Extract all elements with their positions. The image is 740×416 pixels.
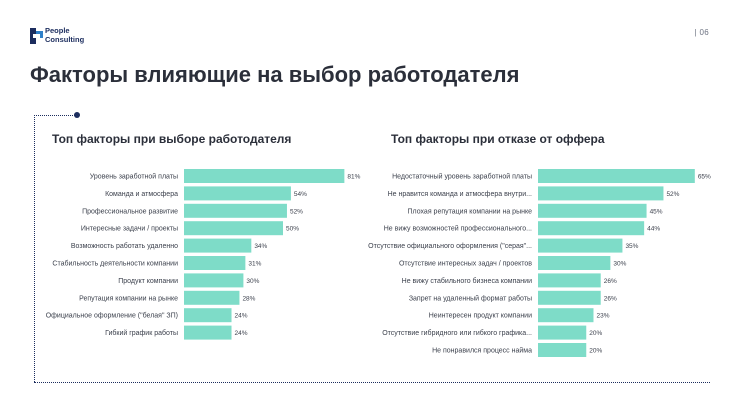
right-chart-category-label: Отсутствие гибридного или гибкого график… xyxy=(382,329,532,337)
chart-title-right: Топ факторы при отказе от оффера xyxy=(391,132,605,146)
company-logo: People Consulting xyxy=(30,26,100,48)
left-chart-category-label: Стабильность деятельности компании xyxy=(52,260,178,268)
left-chart-value-label: 24% xyxy=(235,330,248,337)
left-chart-category-label: Команда и атмосфера xyxy=(105,191,178,198)
frame-divider-bottom xyxy=(34,382,710,383)
left-chart-bar xyxy=(184,308,232,323)
left-chart-value-label: 28% xyxy=(242,295,255,302)
left-chart-category-label: Интересные задачи / проекты xyxy=(81,226,178,233)
right-chart-bar xyxy=(538,203,647,218)
right-chart-category-label: Не вижу стабильного бизнеса компании xyxy=(402,277,532,285)
right-chart-bar xyxy=(538,169,695,183)
right-chart-bar xyxy=(538,238,623,253)
chart-left-employer-choice: Уровень заработной платы 81% Команда и атм… xyxy=(46,169,361,340)
left-chart-value-label: 34% xyxy=(254,243,267,250)
right-chart-value-label: 52% xyxy=(666,191,679,198)
left-chart-value-label: 54% xyxy=(294,191,307,198)
right-chart-value-label: 44% xyxy=(647,226,660,233)
left-chart-category-label: Репутация компании на рынке xyxy=(79,295,178,302)
right-chart-bar xyxy=(538,273,601,288)
left-chart-category-label: Уровень заработной платы xyxy=(90,173,178,181)
right-chart-bar xyxy=(538,325,587,340)
right-chart-category-label: Недостаточный уровень заработной платы xyxy=(392,173,532,181)
frame-dot-marker xyxy=(74,112,80,118)
left-chart-bar xyxy=(184,238,252,253)
page-title: Факторы влияющие на выбор работодателя xyxy=(30,62,520,87)
chart-title-left: Топ факторы при выборе работодателя xyxy=(52,132,292,146)
right-chart-category-label: Не вижу возможностей профессионального..… xyxy=(384,225,532,233)
right-chart-category-label: Неинтересен продукт компании xyxy=(429,313,532,320)
right-chart-value-label: 45% xyxy=(650,208,663,215)
right-chart-category-label: Отсутствие официального оформления ("сер… xyxy=(368,243,532,250)
right-chart-bar xyxy=(538,186,664,201)
frame-divider-top xyxy=(34,115,77,116)
right-chart-category-label: Плохая репутация компании на рынке xyxy=(408,208,533,215)
right-chart-value-label: 30% xyxy=(613,261,626,268)
right-chart-bar xyxy=(538,221,645,236)
left-chart-category-label: Профессиональное развитие xyxy=(82,208,178,215)
right-chart-value-label: 26% xyxy=(604,278,617,285)
right-chart-category-label: Запрет на удаленный формат работы xyxy=(409,294,532,302)
left-chart-bar xyxy=(184,186,291,201)
left-chart-bar xyxy=(184,169,345,183)
left-chart-bar xyxy=(184,221,283,236)
right-chart-bar xyxy=(538,308,594,323)
logo-line-1: People xyxy=(45,26,70,35)
right-chart-value-label: 35% xyxy=(625,243,638,250)
right-chart-category-label: Не нравится команда и атмосфера внутри..… xyxy=(388,191,532,198)
left-chart-value-label: 81% xyxy=(347,174,360,181)
right-chart-bar xyxy=(538,256,611,270)
chart-right-offer-rejection: Недостаточный уровень заработной платы 65… xyxy=(368,169,711,357)
logo-line-2: Consulting xyxy=(45,34,85,44)
left-chart-category-label: Гибкий график работы xyxy=(105,329,178,337)
left-chart-bar xyxy=(184,290,240,305)
right-chart-value-label: 65% xyxy=(698,174,711,181)
right-chart-category-label: Отсутствие интересных задач / проектов xyxy=(399,261,532,268)
left-chart-value-label: 31% xyxy=(248,261,261,268)
right-chart-category-label: Не понравился процесс найма xyxy=(432,347,532,355)
left-chart-bar xyxy=(184,203,287,218)
right-chart-bar xyxy=(538,343,587,357)
left-chart-category-label: Возможность работать удаленно xyxy=(71,242,178,250)
left-chart-bar xyxy=(184,325,232,340)
left-chart-value-label: 24% xyxy=(235,313,248,320)
frame-divider-left xyxy=(34,115,35,382)
page-number: | 06 xyxy=(694,28,709,37)
logo-text: People Consulting xyxy=(45,26,85,44)
left-chart-category-label: Официальное оформление ("белая" ЗП) xyxy=(46,312,178,320)
right-chart-value-label: 20% xyxy=(589,348,602,355)
right-chart-value-label: 20% xyxy=(589,330,602,337)
left-chart-bar xyxy=(184,273,244,288)
left-chart-value-label: 50% xyxy=(286,226,299,233)
right-chart-value-label: 23% xyxy=(596,313,609,320)
left-chart-category-label: Продукт компании xyxy=(118,278,178,285)
people-consulting-logo-icon xyxy=(30,28,43,44)
right-chart-value-label: 26% xyxy=(604,295,617,302)
left-chart-value-label: 52% xyxy=(290,208,303,215)
left-chart-bar xyxy=(184,256,246,270)
right-chart-bar xyxy=(538,290,601,305)
left-chart-value-label: 30% xyxy=(246,278,259,285)
